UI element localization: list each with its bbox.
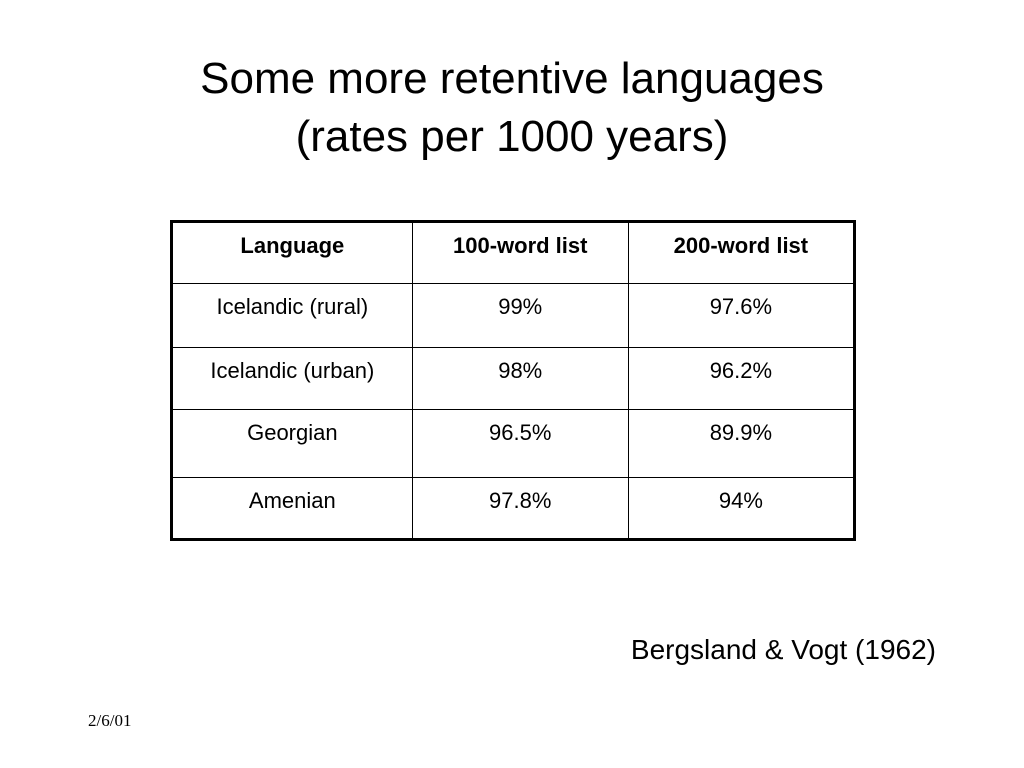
table-row: Icelandic (rural) 99% 97.6% — [171, 283, 856, 348]
cell-language: Icelandic (rural) — [171, 283, 413, 348]
cell-200-word-rate: 89.9% — [627, 409, 856, 478]
header-200-word-list: 200-word list — [627, 221, 856, 284]
header-100-word-list: 100-word list — [411, 221, 629, 284]
slide-title-line-2: (rates per 1000 years) — [295, 112, 729, 161]
table-row: Icelandic (urban) 98% 96.2% — [171, 347, 856, 410]
slide-title-line-1: Some more retentive languages — [200, 54, 824, 103]
retention-rates-table: Language 100-word list 200-word list Ice… — [170, 220, 856, 541]
cell-200-word-rate: 96.2% — [627, 347, 856, 410]
cell-100-word-rate: 97.8% — [411, 477, 629, 540]
table-header-row: Language 100-word list 200-word list — [171, 221, 856, 284]
table-row: Georgian 96.5% 89.9% — [171, 409, 856, 478]
cell-100-word-rate: 98% — [411, 347, 629, 410]
cell-200-word-rate: 94% — [627, 477, 856, 540]
cell-language: Georgian — [171, 409, 413, 478]
slide-date: 2/6/01 — [88, 711, 132, 730]
cell-language: Amenian — [171, 477, 413, 540]
citation: Bergsland & Vogt (1962) — [630, 634, 936, 665]
slide-title: Some more retentive languages (rates per… — [0, 50, 1024, 166]
header-language: Language — [171, 221, 413, 284]
table-row: Amenian 97.8% 94% — [171, 477, 856, 540]
cell-100-word-rate: 96.5% — [411, 409, 629, 478]
cell-100-word-rate: 99% — [411, 283, 629, 348]
cell-language: Icelandic (urban) — [171, 347, 413, 410]
cell-200-word-rate: 97.6% — [627, 283, 856, 348]
